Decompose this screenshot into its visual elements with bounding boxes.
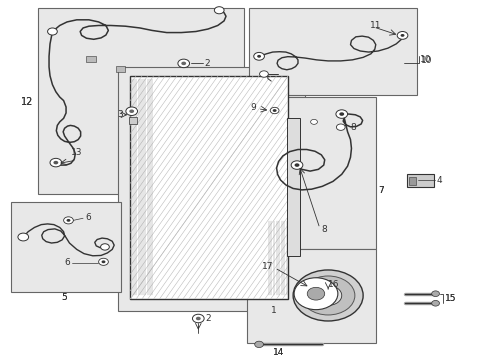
Bar: [287, 118, 300, 256]
Text: 6: 6: [64, 258, 70, 267]
Circle shape: [396, 32, 407, 39]
Text: 8: 8: [350, 123, 356, 132]
Circle shape: [125, 107, 137, 116]
Circle shape: [178, 59, 189, 68]
Text: 6: 6: [85, 213, 91, 222]
Circle shape: [292, 270, 363, 321]
Bar: [407, 174, 433, 187]
Text: 7: 7: [377, 186, 383, 195]
Circle shape: [50, 158, 61, 167]
Circle shape: [290, 161, 302, 169]
Circle shape: [259, 71, 268, 77]
Circle shape: [294, 163, 299, 167]
Bar: [128, 117, 136, 123]
Circle shape: [196, 317, 201, 320]
Bar: [118, 67, 305, 311]
Circle shape: [431, 291, 439, 297]
Bar: [38, 9, 244, 194]
Text: 5: 5: [61, 293, 67, 302]
Text: 9: 9: [250, 103, 256, 112]
Circle shape: [181, 62, 186, 65]
Bar: [86, 56, 96, 62]
Circle shape: [336, 124, 345, 130]
Circle shape: [99, 258, 108, 265]
Text: 2: 2: [204, 59, 210, 68]
Circle shape: [192, 314, 203, 323]
Text: 12: 12: [21, 97, 33, 107]
Text: 12: 12: [21, 97, 33, 107]
Text: 10: 10: [419, 55, 430, 64]
Text: 11: 11: [369, 21, 381, 30]
Circle shape: [400, 34, 404, 37]
Circle shape: [310, 120, 317, 124]
Circle shape: [257, 55, 261, 58]
Circle shape: [272, 109, 276, 112]
Text: 13: 13: [71, 148, 82, 157]
Text: 7: 7: [377, 186, 383, 195]
Bar: [249, 9, 416, 95]
Text: 10: 10: [420, 57, 431, 66]
Text: 8: 8: [321, 225, 326, 234]
Bar: [246, 249, 375, 343]
Circle shape: [66, 219, 70, 222]
Text: 2: 2: [205, 314, 211, 323]
Text: 1: 1: [271, 306, 276, 315]
Bar: [242, 97, 375, 249]
Bar: [116, 66, 125, 72]
Text: 4: 4: [436, 176, 441, 185]
Circle shape: [335, 110, 347, 118]
Circle shape: [431, 301, 439, 306]
Circle shape: [101, 244, 109, 250]
Circle shape: [63, 217, 73, 224]
Circle shape: [254, 341, 263, 347]
Circle shape: [47, 28, 57, 35]
Bar: [408, 177, 415, 185]
Circle shape: [253, 53, 264, 60]
Circle shape: [293, 278, 337, 310]
Circle shape: [339, 112, 344, 116]
Circle shape: [129, 109, 134, 113]
Text: 3: 3: [117, 110, 122, 119]
Text: 15: 15: [444, 294, 455, 303]
Text: 16: 16: [327, 280, 339, 289]
Circle shape: [102, 260, 105, 263]
Text: 14: 14: [272, 348, 284, 357]
Circle shape: [214, 7, 224, 14]
Text: 5: 5: [61, 293, 67, 302]
Circle shape: [314, 285, 341, 305]
Text: 14: 14: [272, 348, 284, 357]
Circle shape: [270, 107, 279, 114]
Circle shape: [18, 233, 29, 241]
Bar: [130, 76, 287, 299]
Circle shape: [301, 276, 354, 315]
Circle shape: [53, 161, 58, 165]
Text: 15: 15: [444, 294, 455, 303]
Circle shape: [306, 287, 324, 300]
Text: 17: 17: [261, 262, 272, 271]
Bar: [11, 202, 120, 292]
